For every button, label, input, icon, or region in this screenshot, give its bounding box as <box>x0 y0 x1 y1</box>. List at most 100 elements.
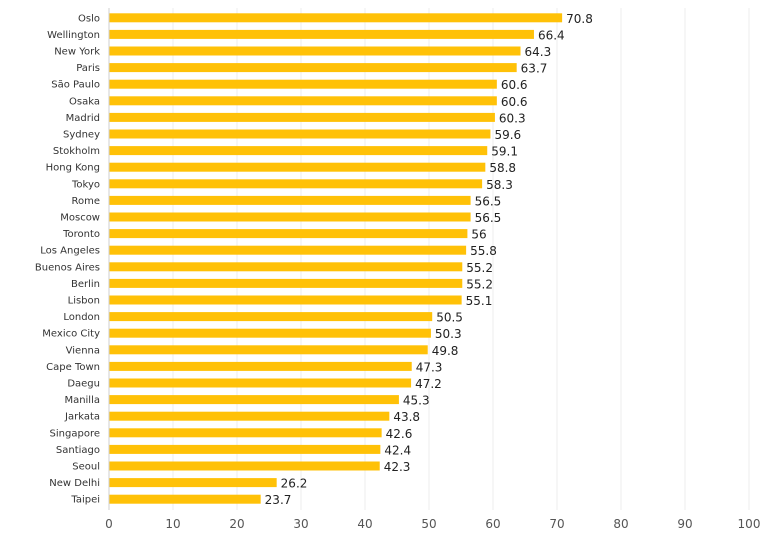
bar <box>109 63 517 73</box>
x-axis-ticks: 0 10 20 30 40 50 60 70 80 90 100 <box>105 517 760 531</box>
bar <box>109 262 463 272</box>
value-label: 59.1 <box>491 145 518 159</box>
bar <box>109 312 433 322</box>
category-label: Manilla <box>64 395 100 406</box>
category-label: Oslo <box>78 13 100 24</box>
value-label: 60.6 <box>501 95 528 109</box>
category-label: Cape Town <box>46 362 100 373</box>
value-label: 55.1 <box>466 294 493 308</box>
x-tick-label: 60 <box>485 517 500 531</box>
category-labels: Oslo Wellington New York Paris São Paulo Osak… <box>35 13 100 505</box>
x-tick-label: 50 <box>421 517 436 531</box>
category-label: Toronto <box>62 229 100 240</box>
category-label: Rome <box>71 196 100 207</box>
value-label: 64.3 <box>525 45 552 59</box>
bar <box>109 79 497 89</box>
category-label: Paris <box>76 63 100 74</box>
value-label: 55.2 <box>466 261 493 275</box>
bars <box>109 13 563 504</box>
value-label: 55.2 <box>466 277 493 291</box>
x-tick-label: 80 <box>613 517 628 531</box>
bar <box>109 46 521 56</box>
value-label: 59.6 <box>494 128 521 142</box>
category-label: Santiago <box>56 445 100 456</box>
category-label: London <box>63 312 100 323</box>
category-label: Wellington <box>47 30 100 41</box>
value-label: 58.3 <box>486 178 513 192</box>
bar <box>109 29 534 39</box>
bar <box>109 345 428 355</box>
value-label: 23.7 <box>265 493 292 507</box>
category-label: Osaka <box>69 96 100 107</box>
value-label: 47.3 <box>416 360 443 374</box>
category-label: Hong Kong <box>46 163 100 174</box>
bar <box>109 361 412 371</box>
bar <box>109 378 412 388</box>
value-label: 55.8 <box>470 244 497 258</box>
value-label: 56.5 <box>475 211 502 225</box>
value-label: 60.3 <box>499 111 526 125</box>
category-label: New York <box>54 47 100 58</box>
category-label: New Delhi <box>49 478 100 489</box>
bar <box>109 13 563 23</box>
category-label: Daegu <box>67 379 100 390</box>
value-label: 42.3 <box>384 460 411 474</box>
value-label: 63.7 <box>521 62 548 76</box>
category-label: Moscow <box>60 213 100 224</box>
bar <box>109 245 467 255</box>
bar <box>109 212 471 222</box>
bar <box>109 129 491 139</box>
value-label: 47.2 <box>415 377 442 391</box>
category-label: Lisbon <box>68 296 100 307</box>
value-label: 56.5 <box>475 194 502 208</box>
bar <box>109 395 399 405</box>
bar <box>109 328 431 338</box>
value-labels: 70.866.4 64.3 63.7 60.6 60.6 60.3 59.6 59.1 58.8… <box>265 12 593 507</box>
value-label: 66.4 <box>538 28 565 42</box>
category-label: Sydney <box>63 130 100 141</box>
category-label: Madrid <box>66 113 100 124</box>
bar <box>109 494 261 504</box>
value-label: 43.8 <box>393 410 420 424</box>
bar <box>109 461 380 471</box>
x-tick-label: 70 <box>549 517 564 531</box>
bar <box>109 112 495 122</box>
value-label: 42.6 <box>386 427 413 441</box>
category-label: Los Angeles <box>40 246 100 257</box>
x-tick-label: 100 <box>738 517 761 531</box>
x-tick-label: 20 <box>229 517 244 531</box>
value-label: 45.3 <box>403 394 430 408</box>
bar <box>109 428 382 438</box>
bar <box>109 295 462 305</box>
bar <box>109 229 468 239</box>
bar <box>109 411 390 421</box>
x-tick-label: 30 <box>293 517 308 531</box>
x-tick-label: 10 <box>165 517 180 531</box>
bar <box>109 162 486 172</box>
value-label: 42.4 <box>384 443 411 457</box>
category-label: Seoul <box>72 462 100 473</box>
value-label: 50.3 <box>435 327 462 341</box>
value-label: 58.8 <box>489 161 516 175</box>
category-label: Buenos Aires <box>35 262 100 273</box>
value-label: 50.5 <box>436 311 463 325</box>
x-tick-label: 40 <box>357 517 372 531</box>
category-label: Tokyo <box>71 179 100 190</box>
value-label: 49.8 <box>432 344 459 358</box>
category-label: Vienna <box>66 345 100 356</box>
bar <box>109 96 497 106</box>
bar <box>109 179 483 189</box>
category-label: Jarkata <box>64 412 100 423</box>
category-label: Singapore <box>50 428 100 439</box>
value-label: 70.8 <box>566 12 593 26</box>
category-label: Mexico City <box>42 329 100 340</box>
category-label: São Paulo <box>51 80 100 91</box>
bar <box>109 195 471 205</box>
category-label: Berlin <box>71 279 100 290</box>
gridlines <box>172 8 750 510</box>
bar <box>109 478 277 488</box>
bar <box>109 444 381 454</box>
bar <box>109 146 488 156</box>
bar <box>109 278 463 288</box>
category-label: Taipei <box>70 495 100 506</box>
